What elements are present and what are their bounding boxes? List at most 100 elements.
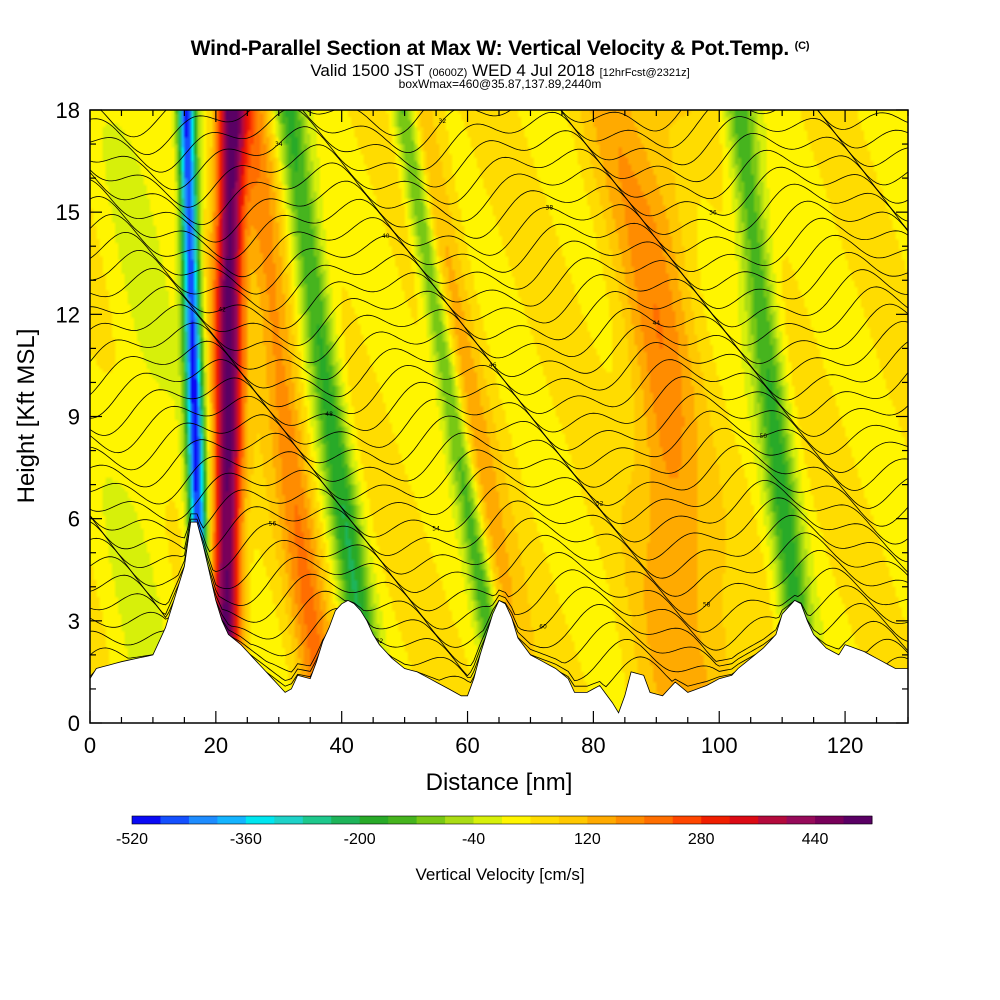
colorbar-swatch: [388, 816, 418, 824]
contour-label: 44: [652, 320, 660, 327]
colorbar-swatch: [416, 816, 446, 824]
theta-contour: [90, 462, 908, 527]
terrain-mask: [90, 521, 908, 723]
theta-contour: [90, 359, 908, 419]
colorbar-swatch: [786, 816, 816, 824]
x-axis-tick-labels: 0 20 40 60 80 100 120: [84, 733, 864, 758]
y-axis-tick-labels: 0 3 6 9 12 15 18: [56, 98, 80, 736]
y-axis-title: Height [Kft MSL]: [13, 329, 40, 504]
theta-contour: [90, 196, 908, 260]
x-tick-label: 100: [701, 733, 738, 758]
y-tick-label: 0: [68, 711, 80, 736]
colorbar-label: -200: [344, 831, 376, 848]
x-tick-label: 60: [455, 733, 479, 758]
contour-label: 34: [275, 141, 283, 148]
colorbar-swatch: [815, 816, 845, 824]
theta-contour: [90, 427, 908, 491]
theta-contour: [90, 126, 908, 191]
x-tick-label: 80: [581, 733, 605, 758]
theta-contour: [90, 534, 908, 615]
chart-box-info: boxWmax=460@35.87,137.89,2440m: [398, 77, 602, 91]
contour-label: 38: [546, 205, 554, 212]
theta-contour: [90, 179, 908, 243]
contour-label: 36: [709, 209, 717, 216]
colorbar-label: -360: [230, 831, 262, 848]
colorbar-title: Vertical Velocity [cm/s]: [415, 865, 584, 884]
colorbar-swatch: [132, 816, 161, 824]
contour-label: 50: [759, 433, 767, 440]
theta-contour: [90, 497, 908, 563]
theta-contour: [90, 514, 908, 579]
theta-contour: [90, 340, 908, 401]
theta-contour: [90, 303, 908, 364]
colorbar: [131, 815, 873, 825]
colorbar-swatch: [701, 816, 731, 824]
colorbar-swatch: [758, 816, 788, 824]
theta-contour: [90, 480, 908, 545]
y-tick-label: 15: [56, 200, 80, 225]
theta-contour: [90, 110, 908, 173]
contour-label: 54: [432, 525, 440, 532]
colorbar-swatch: [843, 816, 873, 824]
contour-label: 60: [539, 623, 547, 630]
theta-contour: [90, 529, 908, 597]
theta-contour: [90, 321, 908, 383]
colorbar-swatch: [160, 816, 190, 824]
y-tick-label: 12: [56, 302, 80, 327]
x-axis-title: Distance [nm]: [426, 769, 573, 796]
x-tick-label: 20: [204, 733, 228, 758]
theta-contour: [90, 162, 908, 225]
y-tick-label: 18: [56, 98, 80, 123]
theta-contour: [90, 144, 908, 208]
theta-contour: [90, 540, 908, 633]
contour-label: 56: [269, 521, 277, 528]
theta-contour: [90, 445, 908, 509]
theta-contour: [90, 393, 908, 455]
colorbar-swatch: [587, 816, 617, 824]
contour-label: 42: [218, 306, 226, 313]
theta-contour: [90, 268, 908, 329]
contour-label: 32: [439, 118, 447, 125]
theta-contour: [90, 286, 908, 347]
colorbar-swatch: [644, 816, 674, 824]
colorbar-swatch: [359, 816, 389, 824]
theta-contour: [90, 249, 908, 312]
chart-subtitle: Valid 1500 JST (0600Z) WED 4 Jul 2018 [1…: [310, 61, 690, 80]
colorbar-label: 440: [802, 831, 829, 848]
colorbar-swatch: [302, 816, 332, 824]
colorbar-swatch: [245, 816, 275, 824]
colorbar-swatch: [217, 816, 247, 824]
colorbar-swatch: [615, 816, 645, 824]
colorbar-swatch: [473, 816, 503, 824]
colorbar-swatch: [530, 816, 560, 824]
chart-title: Wind-Parallel Section at Max W: Vertical…: [190, 37, 810, 60]
theta-contour: [90, 213, 908, 278]
colorbar-label: 280: [688, 831, 715, 848]
theta-contour: [90, 376, 908, 437]
contour-label: 52: [596, 500, 604, 507]
colorbar-label: -40: [462, 831, 485, 848]
colorbar-swatch: [445, 816, 475, 824]
colorbar-swatch: [729, 816, 759, 824]
colorbar-swatch: [558, 816, 588, 824]
colorbar-swatch: [502, 816, 531, 824]
y-tick-label: 9: [68, 405, 80, 430]
y-tick-label: 3: [68, 609, 80, 634]
contour-label: 46: [489, 362, 497, 369]
contour-label: 58: [703, 602, 711, 609]
colorbar-label: 120: [574, 831, 601, 848]
colorbar-swatch: [672, 816, 702, 824]
x-tick-label: 40: [329, 733, 353, 758]
x-tick-label: 120: [827, 733, 864, 758]
potential-temperature-contours: [90, 110, 908, 688]
colorbar-swatch: [331, 816, 361, 824]
colorbar-swatch: [188, 816, 218, 824]
colorbar-labels: -520 -360 -200 -40 120 280 440: [116, 831, 829, 848]
theta-contour: [90, 231, 908, 295]
contour-label: 62: [376, 638, 384, 645]
colorbar-swatch: [274, 816, 304, 824]
axis-ticks: [89, 109, 909, 724]
colorbar-frame: [131, 815, 873, 825]
x-tick-label: 0: [84, 733, 96, 758]
